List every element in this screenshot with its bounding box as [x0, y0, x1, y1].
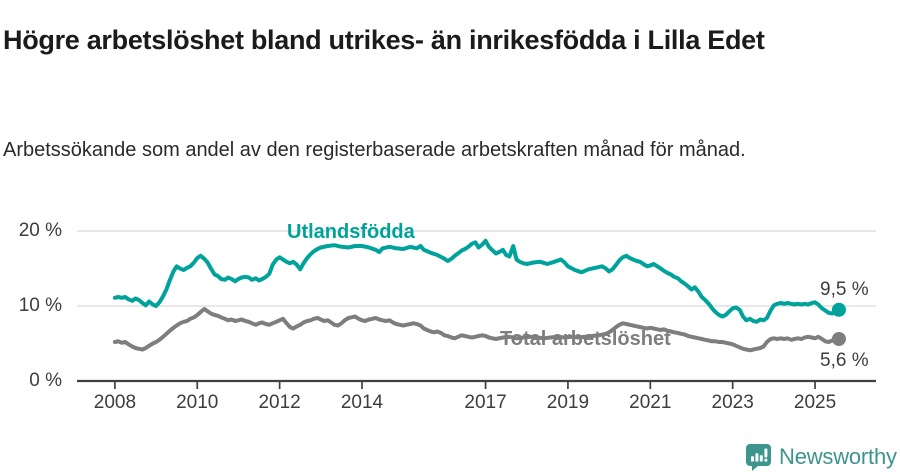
- series-label-total: Total arbetslöshet: [500, 328, 671, 350]
- x-tick-label: 2008: [93, 392, 137, 413]
- series-end-dot: [831, 332, 846, 346]
- series-line: [112, 307, 841, 353]
- data-series-lines: [112, 238, 846, 353]
- series-line: [112, 238, 841, 324]
- y-tick-label: 20 %: [18, 220, 62, 241]
- x-tick-label: 2023: [711, 392, 754, 413]
- brand-footer: Newsworthy: [745, 443, 897, 471]
- x-axis: [77, 379, 876, 389]
- y-tick-label: 0 %: [29, 370, 62, 391]
- brand-name: Newsworthy: [779, 444, 897, 469]
- newsworthy-logo-icon: [746, 444, 771, 471]
- x-tick-label: 2012: [258, 392, 301, 413]
- x-tick-label: 2014: [340, 392, 384, 413]
- series-end-dot: [831, 302, 846, 317]
- end-value-label-total: 5,6 %: [820, 350, 869, 371]
- x-tick-label: 2010: [176, 392, 219, 413]
- x-tick-label: 2017: [464, 392, 507, 413]
- page-title: Högre arbetslöshet bland utrikes- än inr…: [3, 25, 765, 56]
- x-tick-label: 2021: [629, 392, 672, 413]
- x-tick-label: 2025: [793, 392, 837, 413]
- series-label-foreign-born: Utlandsfödda: [287, 221, 415, 243]
- chart-subtitle: Arbetssökande som andel av den registerb…: [3, 139, 746, 161]
- gridlines: [77, 230, 876, 307]
- x-tick-label: 2019: [546, 392, 590, 413]
- y-tick-label: 10 %: [18, 295, 62, 316]
- end-value-label-foreign-born: 9,5 %: [820, 279, 869, 300]
